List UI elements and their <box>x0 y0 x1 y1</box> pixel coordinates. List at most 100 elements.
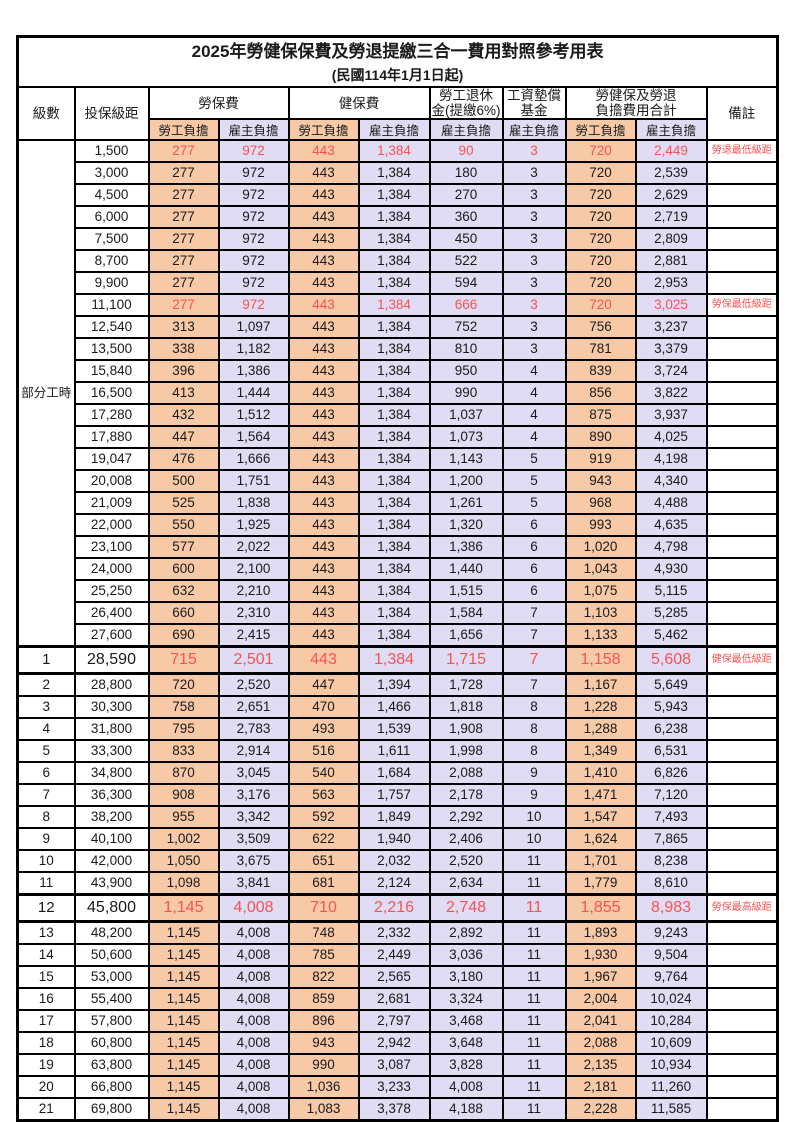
cell-value: 360 <box>428 205 504 229</box>
table-row: 18 60,800 1,145 4,008 943 2,942 3,648 11 2,088 10… <box>16 1031 779 1055</box>
cell-bracket: 69,800 <box>73 1097 150 1122</box>
cell-value: 443 <box>287 183 360 207</box>
cell-value: 5 <box>501 491 567 515</box>
cell-remark <box>705 783 779 807</box>
cell-value: 500 <box>147 469 220 493</box>
cell-value: 10 <box>501 827 567 851</box>
table-row: 19,047 476 1,666 443 1,384 1,143 5 919 4,198 <box>18 447 779 471</box>
cell-value: 443 <box>287 403 360 427</box>
col-header-level: 級數 <box>16 86 76 141</box>
cell-remark <box>705 161 779 185</box>
cell-value: 752 <box>428 315 504 339</box>
cell-value: 2,415 <box>217 623 290 648</box>
cell-value: 781 <box>564 337 637 361</box>
cell-value: 4,008 <box>217 1097 290 1122</box>
cell-value: 1,656 <box>428 623 504 648</box>
cell-remark <box>705 1031 779 1055</box>
cell-value: 563 <box>287 783 360 807</box>
cell-value: 11 <box>501 920 567 945</box>
cell-value: 7,120 <box>634 783 708 807</box>
cell-value: 3,233 <box>357 1075 431 1099</box>
cell-bracket: 20,008 <box>73 469 150 493</box>
cell-value: 3,822 <box>634 381 708 405</box>
cell-level: 21 <box>16 1097 76 1122</box>
cell-value: 10 <box>501 805 567 829</box>
cell-value: 2,449 <box>634 139 708 163</box>
cell-value: 2,914 <box>217 739 290 763</box>
cell-bracket: 66,800 <box>73 1075 150 1099</box>
fee-table-body: 部分工時 1,500 277 972 443 1,384 90 3 720 2,449 勞退最低級距… <box>16 139 779 1122</box>
cell-value: 720 <box>564 161 637 185</box>
table-row: 15 53,000 1,145 4,008 822 2,565 3,180 11 1,967 9,… <box>16 965 779 989</box>
cell-value: 2,124 <box>357 871 431 896</box>
cell-remark <box>705 425 779 449</box>
cell-level: 12 <box>16 893 76 923</box>
cell-value: 90 <box>428 139 504 163</box>
cell-value: 810 <box>428 337 504 361</box>
cell-level: 11 <box>16 871 76 896</box>
cell-bracket: 48,200 <box>73 920 150 945</box>
cell-bracket: 12,540 <box>73 315 150 339</box>
cell-value: 1,384 <box>357 161 431 185</box>
cell-remark <box>705 337 779 361</box>
cell-remark <box>705 717 779 741</box>
cell-remark <box>705 249 779 273</box>
cell-value: 2,892 <box>428 920 504 945</box>
cell-remark <box>705 827 779 851</box>
cell-value: 1,940 <box>357 827 431 851</box>
cell-value: 972 <box>217 271 290 295</box>
cell-value: 4,198 <box>634 447 708 471</box>
cell-value: 870 <box>147 761 220 785</box>
cell-value: 9,764 <box>634 965 708 989</box>
cell-value: 3,648 <box>428 1031 504 1055</box>
cell-value: 6 <box>501 535 567 559</box>
cell-value: 795 <box>147 717 220 741</box>
cell-value: 7 <box>501 645 567 675</box>
cell-value: 4,008 <box>217 965 290 989</box>
cell-value: 1,384 <box>357 403 431 427</box>
table-row: 8,700 277 972 443 1,384 522 3 720 2,881 <box>18 249 779 273</box>
cell-value: 4,008 <box>217 893 290 923</box>
cell-bracket: 28,590 <box>73 645 150 675</box>
cell-value: 2,748 <box>428 893 504 923</box>
table-row: 27,600 690 2,415 443 1,384 1,656 7 1,133 5,462 <box>18 623 779 648</box>
cell-value: 443 <box>287 579 360 603</box>
row-group-label: 部分工時 <box>16 139 76 648</box>
cell-value: 443 <box>287 447 360 471</box>
cell-bracket: 50,600 <box>73 943 150 967</box>
cell-remark <box>705 739 779 763</box>
total-label-line2: 負擔費用合計 <box>595 103 677 118</box>
cell-value: 432 <box>147 403 220 427</box>
cell-value: 2,651 <box>217 695 290 719</box>
cell-value: 2,520 <box>428 849 504 873</box>
cell-value: 4,798 <box>634 535 708 559</box>
cell-value: 7,865 <box>634 827 708 851</box>
cell-value: 908 <box>147 783 220 807</box>
cell-value: 2,100 <box>217 557 290 581</box>
cell-value: 4 <box>501 381 567 405</box>
cell-remark <box>705 579 779 603</box>
cell-value: 3,025 <box>634 293 708 317</box>
cell-value: 2,181 <box>564 1075 637 1099</box>
cell-value: 450 <box>428 227 504 251</box>
cell-value: 4,635 <box>634 513 708 537</box>
cell-value: 3,468 <box>428 1009 504 1033</box>
cell-value: 1,471 <box>564 783 637 807</box>
cell-bracket: 36,300 <box>73 783 150 807</box>
cell-value: 9 <box>501 783 567 807</box>
cell-value: 2,041 <box>564 1009 637 1033</box>
cell-value: 4,008 <box>217 987 290 1011</box>
cell-value: 710 <box>287 893 360 923</box>
sub-header-employee: 勞工負擔 <box>287 118 360 141</box>
cell-remark <box>705 1097 779 1122</box>
cell-value: 651 <box>287 849 360 873</box>
cell-value: 972 <box>217 139 290 163</box>
cell-value: 1,386 <box>217 359 290 383</box>
cell-value: 1,701 <box>564 849 637 873</box>
cell-value: 10,284 <box>634 1009 708 1033</box>
cell-value: 972 <box>217 293 290 317</box>
cell-value: 443 <box>287 293 360 317</box>
cell-bracket: 27,600 <box>73 623 150 648</box>
cell-value: 6,531 <box>634 739 708 763</box>
cell-value: 4 <box>501 403 567 427</box>
